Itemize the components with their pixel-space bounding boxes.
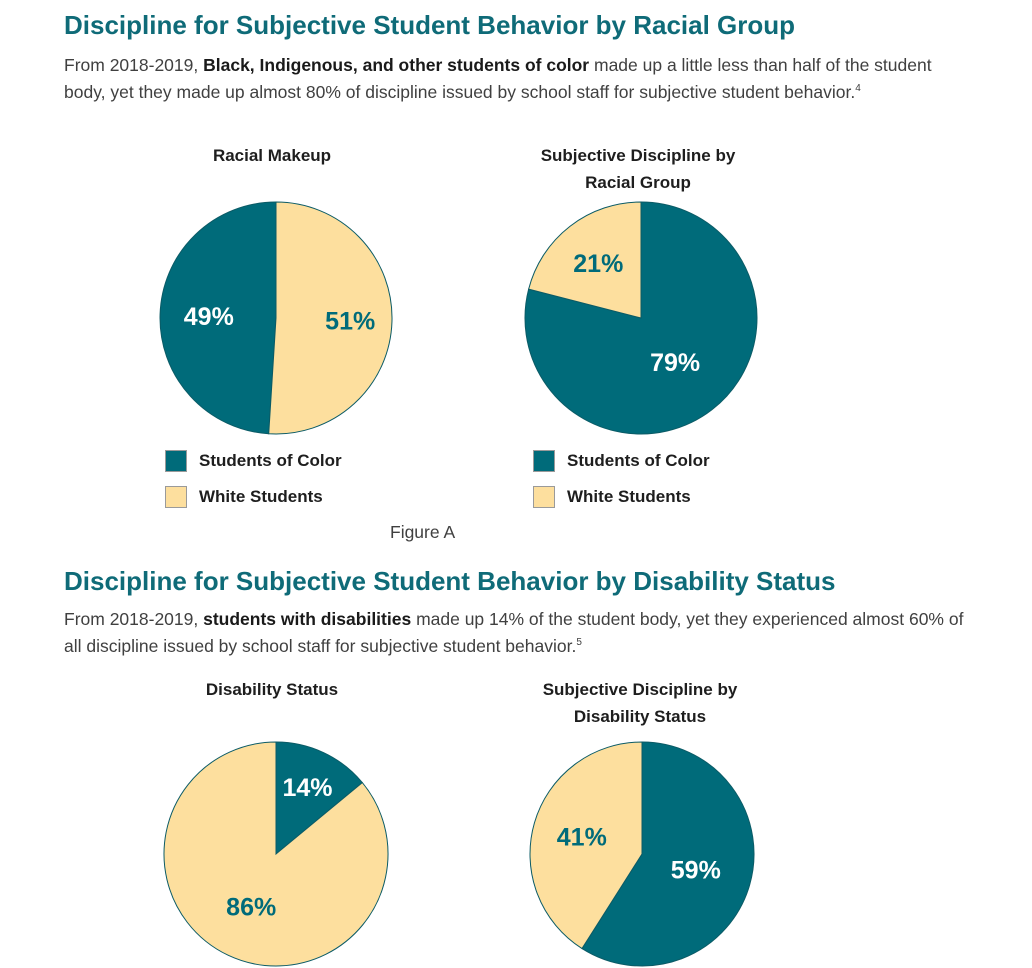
- pie-slice-students-with-disabilities: [275, 741, 364, 856]
- pie-slice-students-without-disabilities: [529, 741, 643, 950]
- pie-label-students-with-disabilities: 14%: [282, 774, 332, 802]
- pie-chart-disability-status: 14% 86%: [163, 741, 389, 967]
- pie-label-students-with-disabilities: 59%: [671, 857, 721, 885]
- legend-item-students-of-color: Students of Color: [165, 447, 342, 475]
- pie-label-white-students: 51%: [325, 307, 375, 335]
- pie-label-white-students: 21%: [573, 250, 623, 278]
- pie-slice-students-with-disabilities: [581, 741, 755, 967]
- pie-label-students-without-disabilities: 41%: [557, 824, 607, 852]
- pie-slice-white-students: [528, 201, 642, 319]
- section-racial-description: From 2018-2019, Black, Indigenous, and o…: [64, 55, 932, 102]
- figure-caption: Figure A: [390, 522, 456, 542]
- pie-label-students-of-color: 79%: [650, 349, 700, 377]
- pie-label-students-of-color: 49%: [184, 303, 234, 331]
- pie-slice-white-students: [268, 201, 393, 435]
- footnote-5: 5: [576, 637, 582, 649]
- section-disability-description: From 2018-2019, students with disabiliti…: [64, 609, 964, 656]
- pie-chart-racial-makeup: 49% 51%: [159, 201, 393, 435]
- pie-chart-subjective-discipline-disability: 59% 41%: [529, 741, 755, 967]
- legend-item-white-students: White Students: [533, 483, 710, 511]
- chart-title-racial-makeup: Racial Makeup: [212, 146, 332, 165]
- legend-swatch-tan: [165, 486, 187, 508]
- legend-subjective-discipline-racial: Students of Color White Students: [533, 447, 710, 519]
- legend-item-white-students: White Students: [165, 483, 342, 511]
- pie-slice-students-without-disabilities: [163, 741, 389, 967]
- chart-title-disability-status: Disability Status: [205, 680, 339, 699]
- footnote-4: 4: [855, 83, 861, 95]
- legend-swatch-teal: [533, 450, 555, 472]
- legend-racial-makeup: Students of Color White Students: [165, 447, 342, 519]
- chart-title-subjective-discipline-racial: Subjective Discipline by Racial Group: [540, 146, 736, 192]
- legend-swatch-tan: [533, 486, 555, 508]
- section-racial-heading: Discipline for Subjective Student Behavi…: [64, 10, 796, 40]
- chart-title-subjective-discipline-disability: Subjective Discipline by Disability Stat…: [542, 680, 738, 726]
- legend-swatch-teal: [165, 450, 187, 472]
- pie-label-students-without-disabilities: 86%: [226, 894, 276, 922]
- legend-item-students-of-color: Students of Color: [533, 447, 710, 475]
- pie-chart-subjective-discipline-racial: 79% 21%: [524, 201, 758, 435]
- section-disability-heading: Discipline for Subjective Student Behavi…: [64, 566, 836, 596]
- pie-slice-students-of-color: [159, 201, 277, 435]
